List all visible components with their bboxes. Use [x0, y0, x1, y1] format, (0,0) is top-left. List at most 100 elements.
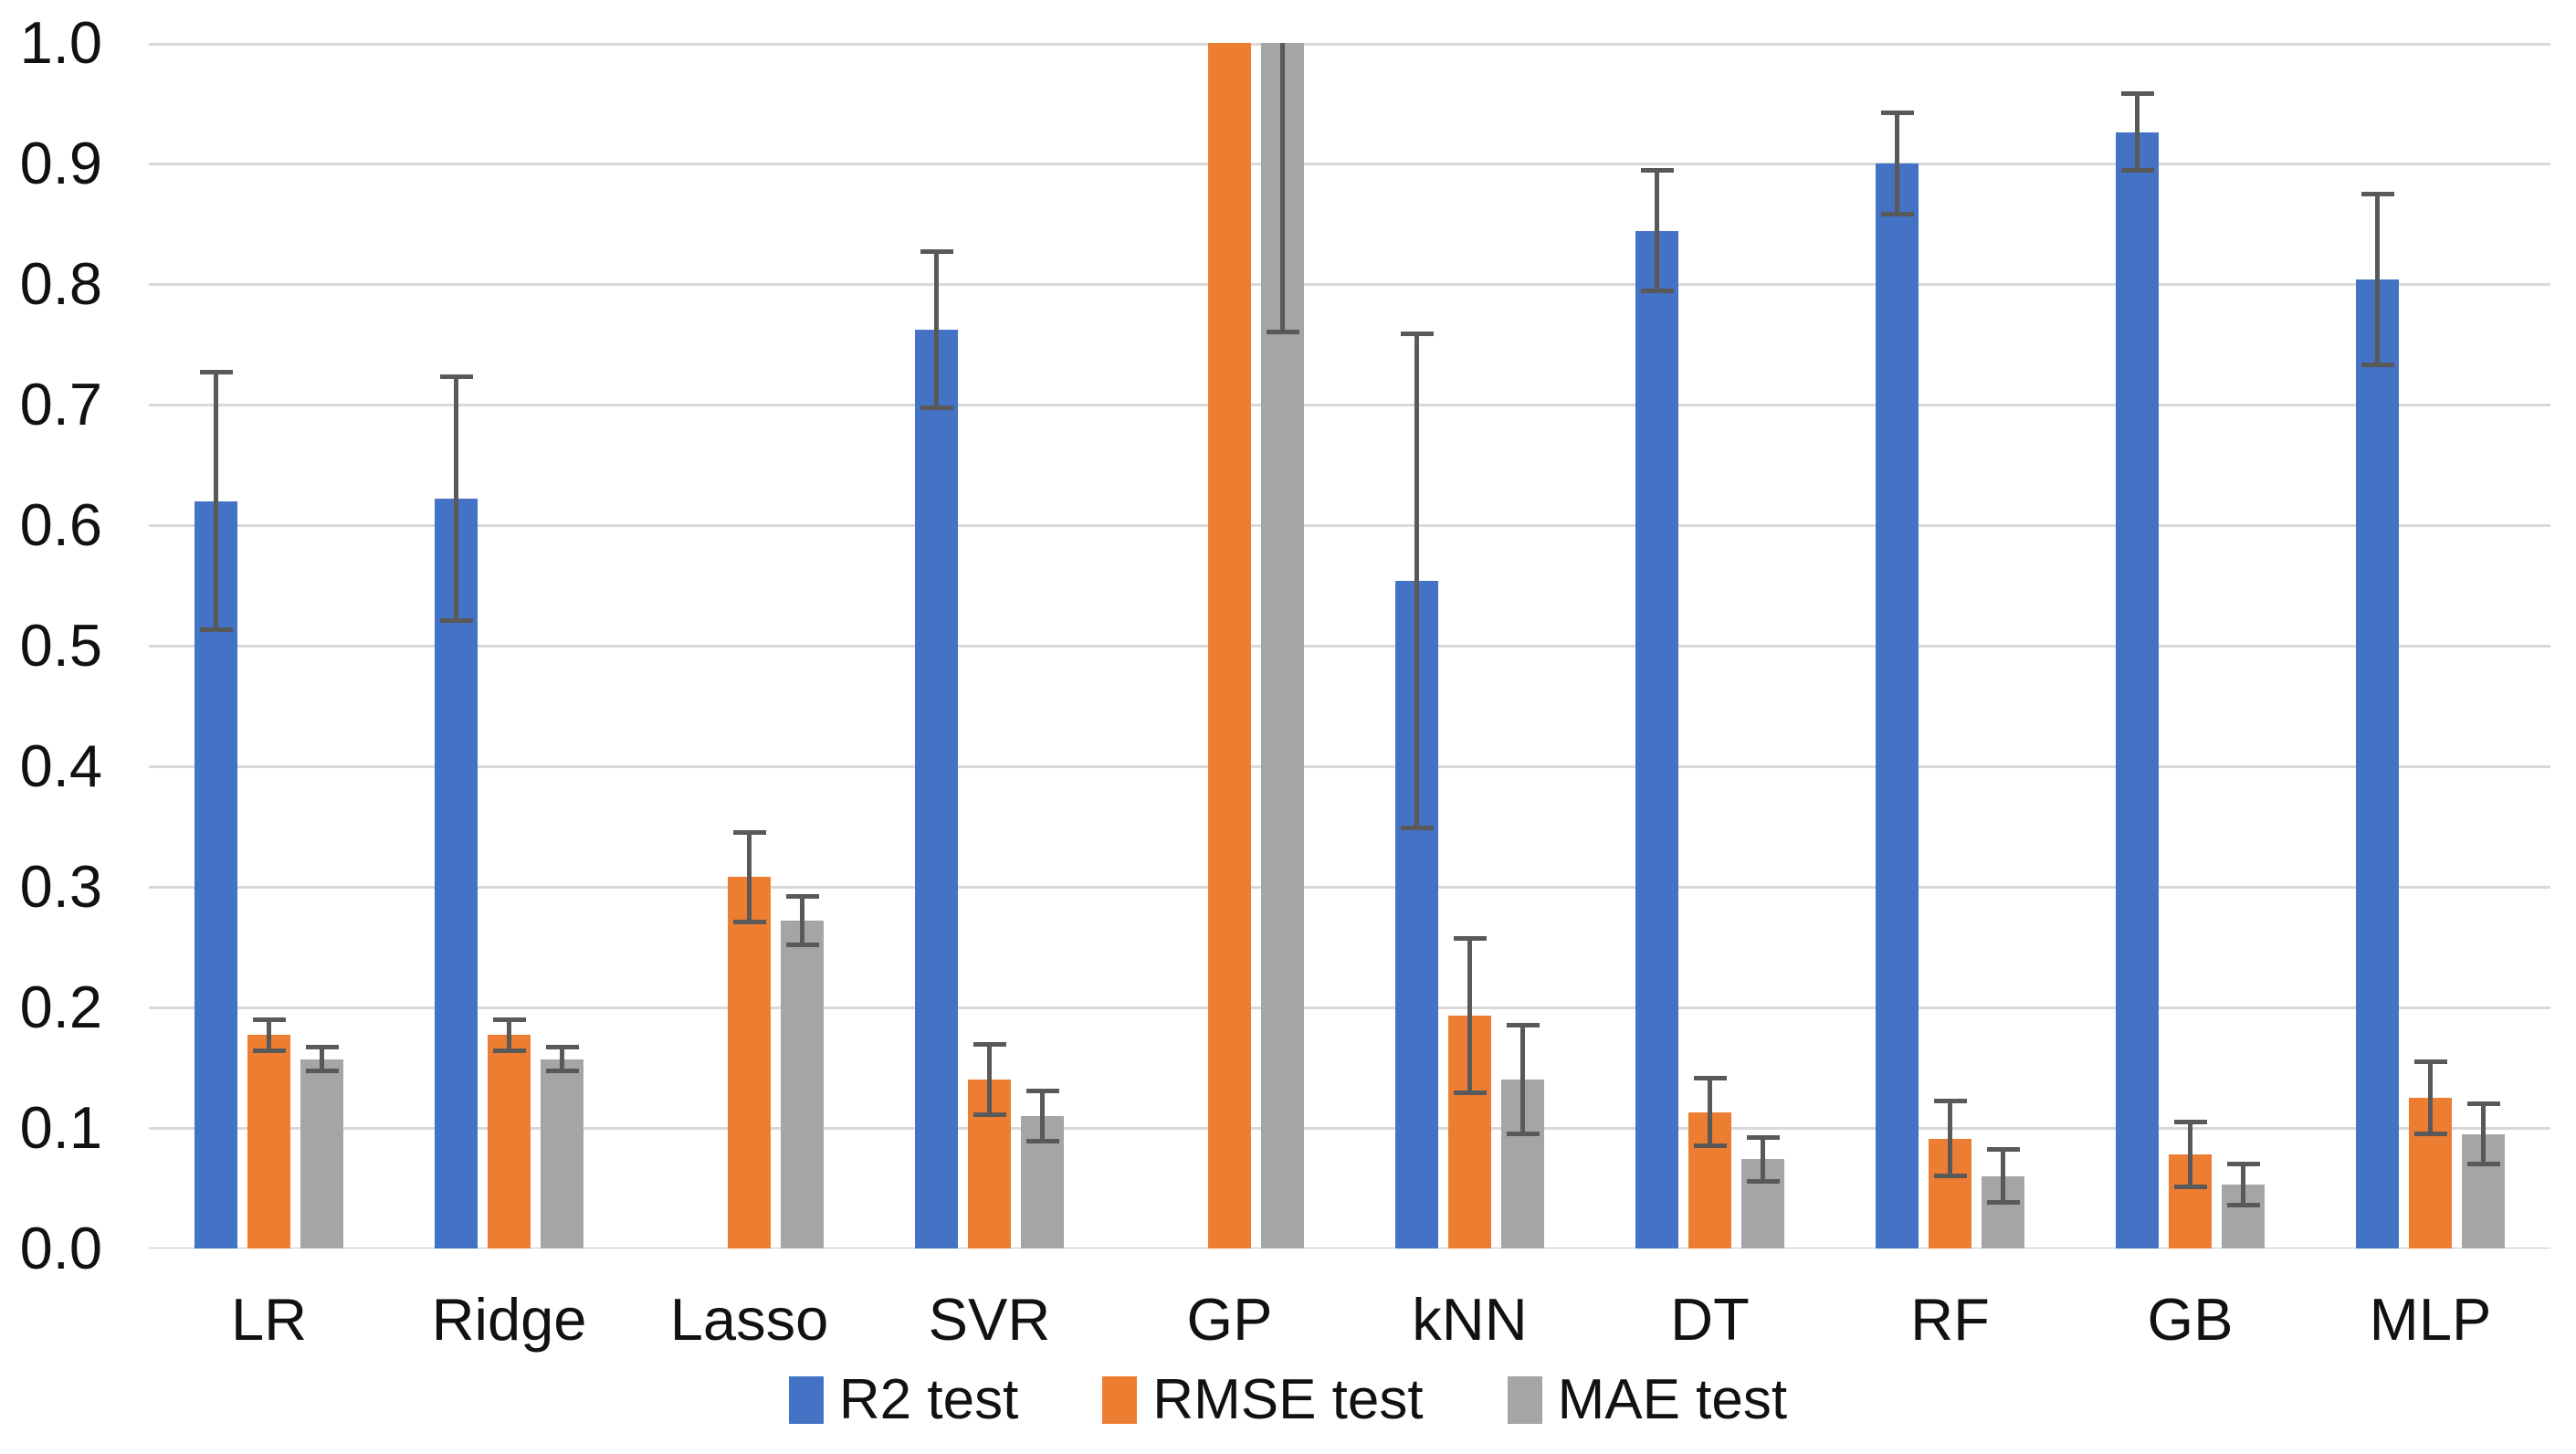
bar-r2-test-DT	[1635, 231, 1678, 1249]
gridline	[149, 1248, 2550, 1249]
bar-r2-test-GB	[2116, 132, 2159, 1249]
x-tick-label-ridge: Ridge	[431, 1286, 587, 1353]
error-bar	[747, 833, 752, 922]
gridline	[149, 404, 2550, 406]
y-tick-label: 0.0	[19, 1215, 102, 1281]
error-bar-cap	[1026, 1139, 1059, 1143]
error-bar	[1708, 1079, 1712, 1146]
legend-label: MAE test	[1557, 1368, 1788, 1431]
error-bar-cap	[920, 406, 953, 410]
error-bar-cap	[786, 943, 819, 947]
error-bar-cap	[733, 920, 766, 924]
legend-marker	[1102, 1376, 1138, 1424]
error-bar-cap	[1641, 289, 1674, 293]
legend-marker	[1507, 1376, 1542, 1424]
bar-mae-test-Ridge	[541, 1059, 584, 1249]
y-tick-label: 0.3	[19, 853, 102, 920]
error-bar-cap	[1934, 1099, 1967, 1103]
error-bar	[2188, 1122, 2192, 1186]
error-bar-cap	[306, 1045, 339, 1049]
bar-mae-test-Lasso	[781, 921, 824, 1249]
error-bar-cap	[1881, 212, 1914, 216]
error-bar-cap	[1987, 1200, 2020, 1205]
error-bar-cap	[200, 627, 233, 632]
error-bar	[2241, 1164, 2245, 1206]
error-bar-cap	[493, 1048, 526, 1053]
bar-rmse-test-GP	[1208, 43, 1251, 1249]
error-bar-cap	[546, 1069, 579, 1073]
x-tick-label-rf: RF	[1910, 1286, 1990, 1353]
gridline	[149, 43, 2550, 46]
legend-label: R2 test	[838, 1368, 1019, 1431]
y-tick-label: 0.8	[19, 250, 102, 317]
error-bar-cap	[1747, 1135, 1780, 1140]
x-tick-label-lr: LR	[230, 1286, 308, 1353]
y-tick-label: 0.7	[19, 371, 102, 437]
error-bar	[214, 372, 218, 629]
gridline	[149, 1006, 2550, 1009]
bar-rmse-test-LR	[247, 1035, 290, 1249]
legend-label: RMSE test	[1152, 1368, 1424, 1431]
y-tick-label: 0.1	[19, 1094, 102, 1161]
error-bar	[2428, 1061, 2433, 1133]
error-bar	[2481, 1104, 2486, 1164]
error-bar	[1414, 333, 1419, 827]
error-bar	[560, 1048, 564, 1071]
error-bar-cap	[920, 249, 953, 254]
error-bar	[454, 377, 458, 621]
error-bar-cap	[1747, 1179, 1780, 1184]
x-tick-label-gb: GB	[2147, 1286, 2234, 1353]
y-tick-label: 0.5	[19, 612, 102, 679]
error-bar-cap	[2414, 1132, 2447, 1136]
error-bar-cap	[2467, 1101, 2500, 1106]
error-bar-cap	[1694, 1076, 1727, 1080]
error-bar-cap	[2361, 192, 2394, 196]
error-bar-cap	[1507, 1023, 1540, 1027]
gridline	[149, 1127, 2550, 1130]
bar-mae-test-LR	[300, 1059, 343, 1249]
error-bar-cap	[2361, 363, 2394, 367]
error-bar-cap	[786, 894, 819, 899]
error-bar-cap	[2467, 1162, 2500, 1166]
y-tick-label: 0.2	[19, 974, 102, 1040]
error-bar	[507, 1019, 511, 1050]
error-bar	[2135, 93, 2140, 170]
bar-r2-test-SVR	[915, 330, 958, 1249]
error-bar	[1655, 171, 1659, 291]
bar-rmse-test-Lasso	[728, 877, 771, 1249]
error-bar	[1895, 113, 1899, 215]
x-tick-label-svr: SVR	[928, 1286, 1051, 1353]
bar-r2-test-Ridge	[435, 499, 478, 1249]
error-bar-cap	[2414, 1059, 2447, 1064]
bar-r2-test-RF	[1876, 163, 1919, 1249]
plot-area	[149, 43, 2550, 1249]
x-tick-label-knn: kNN	[1412, 1286, 1528, 1353]
y-tick-label: 1.0	[19, 9, 102, 76]
error-bar	[1761, 1138, 1765, 1182]
error-bar-cap	[493, 1017, 526, 1022]
x-tick-label-gp: GP	[1186, 1286, 1273, 1353]
error-bar	[267, 1019, 271, 1050]
gridline	[149, 163, 2550, 165]
error-bar	[1467, 939, 1472, 1093]
error-bar-cap	[1507, 1132, 1540, 1136]
error-bar-cap	[2121, 91, 2154, 96]
error-bar-cap	[2227, 1203, 2260, 1207]
error-bar	[800, 897, 804, 945]
gridline	[149, 765, 2550, 768]
error-bar-cap	[2174, 1120, 2207, 1124]
error-bar-cap	[1401, 826, 1434, 830]
error-bar-cap	[2227, 1162, 2260, 1166]
error-bar-cap	[733, 830, 766, 835]
error-bar-cap	[1026, 1089, 1059, 1093]
gridline	[149, 283, 2550, 286]
y-tick-label: 0.6	[19, 491, 102, 558]
x-tick-label-dt: DT	[1670, 1286, 1750, 1353]
legend-marker	[788, 1376, 824, 1424]
error-bar	[2375, 194, 2380, 364]
error-bar	[320, 1048, 324, 1071]
y-tick-label: 0.4	[19, 732, 102, 799]
error-bar	[1520, 1026, 1525, 1134]
error-bar-cap	[1934, 1174, 1967, 1178]
